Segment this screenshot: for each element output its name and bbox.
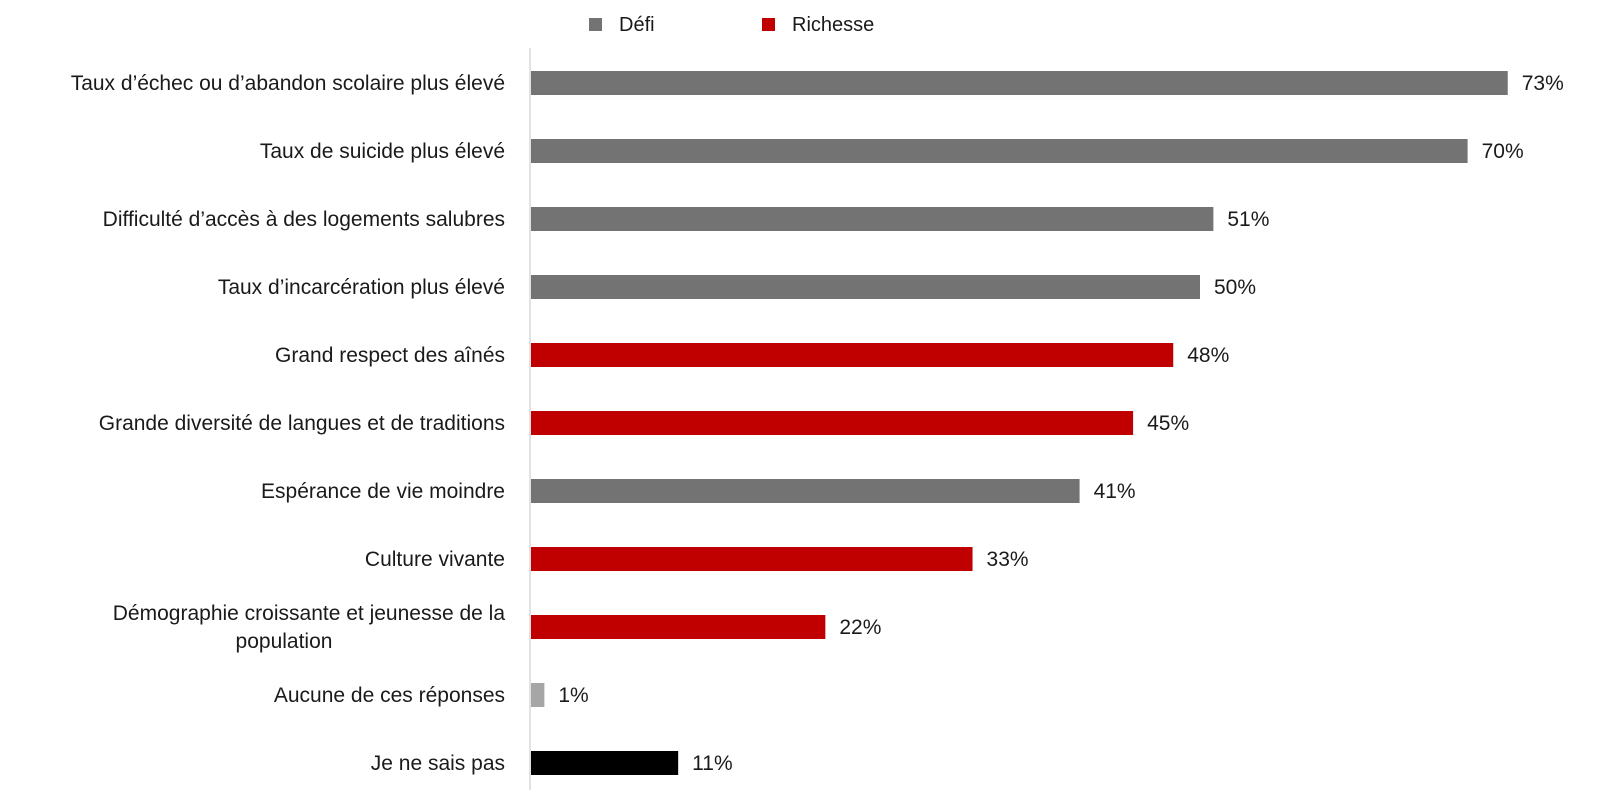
value-label-taux-de-suicide-plus-eleve: 70%: [1482, 140, 1524, 163]
value-label-demographie-croissante-et-jeunesse-de-la-population: 22%: [839, 616, 881, 639]
category-label-taux-d-echec-ou-d-abandon-scolaire-plus-eleve: Taux d’échec ou d’abandon scolaire plus …: [71, 72, 505, 95]
bar-taux-d-incarceration-plus-eleve: [531, 275, 1200, 299]
value-label-taux-d-echec-ou-d-abandon-scolaire-plus-eleve: 73%: [1522, 72, 1564, 95]
category-label-grand-respect-des-aines: Grand respect des aînés: [275, 344, 505, 367]
bar-grande-diversite-de-langues-et-de-traditions: [531, 411, 1134, 435]
category-label-grande-diversite-de-langues-et-de-traditions: Grande diversité de langues et de tradit…: [99, 412, 505, 435]
legend-swatch-richesse: [762, 18, 775, 31]
legend-label-defi: Défi: [619, 14, 655, 36]
legend: Défi Richesse: [589, 14, 874, 36]
value-label-taux-d-incarceration-plus-eleve: 50%: [1214, 276, 1256, 299]
bar-demographie-croissante-et-jeunesse-de-la-population: [531, 615, 826, 639]
bars-group: [531, 71, 1508, 775]
category-label-taux-de-suicide-plus-eleve: Taux de suicide plus élevé: [260, 140, 505, 163]
value-label-esperance-de-vie-moindre: 41%: [1094, 480, 1136, 503]
value-label-je-ne-sais-pas: 11%: [692, 752, 732, 775]
value-label-difficulte-d-acces-a-des-logements-salubres: 51%: [1227, 208, 1269, 231]
value-label-grand-respect-des-aines: 48%: [1187, 344, 1229, 367]
category-label-taux-d-incarceration-plus-eleve: Taux d’incarcération plus élevé: [218, 276, 505, 299]
bar-esperance-de-vie-moindre: [531, 479, 1080, 503]
bar-taux-de-suicide-plus-eleve: [531, 139, 1468, 163]
value-label-aucune-de-ces-reponses: 1%: [558, 684, 588, 707]
bar-aucune-de-ces-reponses: [531, 683, 545, 707]
category-label-difficulte-d-acces-a-des-logements-salubres: Difficulté d’accès à des logements salub…: [103, 208, 505, 231]
category-label-demographie-croissante-et-jeunesse-de-la-population: Démographie croissante et jeunesse de la…: [113, 602, 506, 653]
category-label-esperance-de-vie-moindre: Espérance de vie moindre: [261, 480, 505, 503]
bar-difficulte-d-acces-a-des-logements-salubres: [531, 207, 1214, 231]
legend-swatch-defi: [589, 18, 602, 31]
value-label-grande-diversite-de-langues-et-de-traditions: 45%: [1147, 412, 1189, 435]
value-label-culture-vivante: 33%: [987, 548, 1029, 571]
category-label-aucune-de-ces-reponses: Aucune de ces réponses: [274, 684, 505, 707]
category-label-culture-vivante: Culture vivante: [365, 548, 505, 571]
bar-taux-d-echec-ou-d-abandon-scolaire-plus-eleve: [531, 71, 1508, 95]
legend-label-richesse: Richesse: [792, 14, 874, 36]
category-label-je-ne-sais-pas: Je ne sais pas: [371, 752, 505, 775]
bar-grand-respect-des-aines: [531, 343, 1174, 367]
bar-je-ne-sais-pas: [531, 751, 679, 775]
category-labels: Taux d’échec ou d’abandon scolaire plus …: [71, 72, 506, 775]
bar-culture-vivante: [531, 547, 973, 571]
value-labels: 73% 70% 51% 50% 48% 45% 41% 33% 22% 1% 11%: [558, 72, 1563, 775]
